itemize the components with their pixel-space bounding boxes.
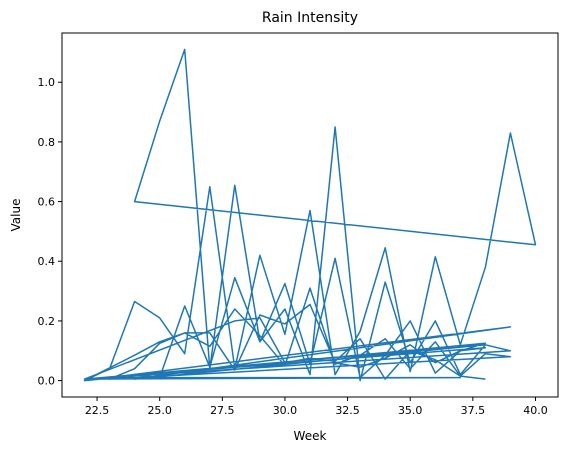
y-axis-label: Value (9, 199, 23, 232)
y-tick-label: 0.2 (38, 315, 56, 328)
plot-frame (61, 32, 559, 398)
y-tick-label: 0.4 (38, 255, 56, 268)
chart-title: Rain Intensity (262, 10, 358, 26)
y-tick-label: 0.8 (38, 136, 56, 149)
x-tick-label: 22.5 (85, 404, 110, 417)
x-tick-label: 37.5 (461, 404, 486, 417)
y-tick-label: 0.6 (38, 196, 56, 209)
x-tick-label: 40.0 (523, 404, 548, 417)
x-tick-label: 30.0 (273, 404, 298, 417)
x-tick-label: 35.0 (398, 404, 423, 417)
x-tick-label: 32.5 (335, 404, 360, 417)
x-tick-label: 27.5 (210, 404, 235, 417)
y-tick-label: 1.0 (38, 76, 56, 89)
x-axis-ticks: 22.5 25.0 27.5 30.0 32.5 35.0 37.5 40.0 (85, 397, 548, 417)
x-tick-label: 25.0 (147, 404, 172, 417)
x-axis-label: Week (294, 429, 327, 443)
plot-area (83, 48, 537, 382)
series-line (83, 48, 537, 382)
y-tick-label: 0.0 (38, 375, 56, 388)
y-axis-ticks: 0.0 0.2 0.4 0.6 0.8 1.0 (38, 76, 62, 388)
